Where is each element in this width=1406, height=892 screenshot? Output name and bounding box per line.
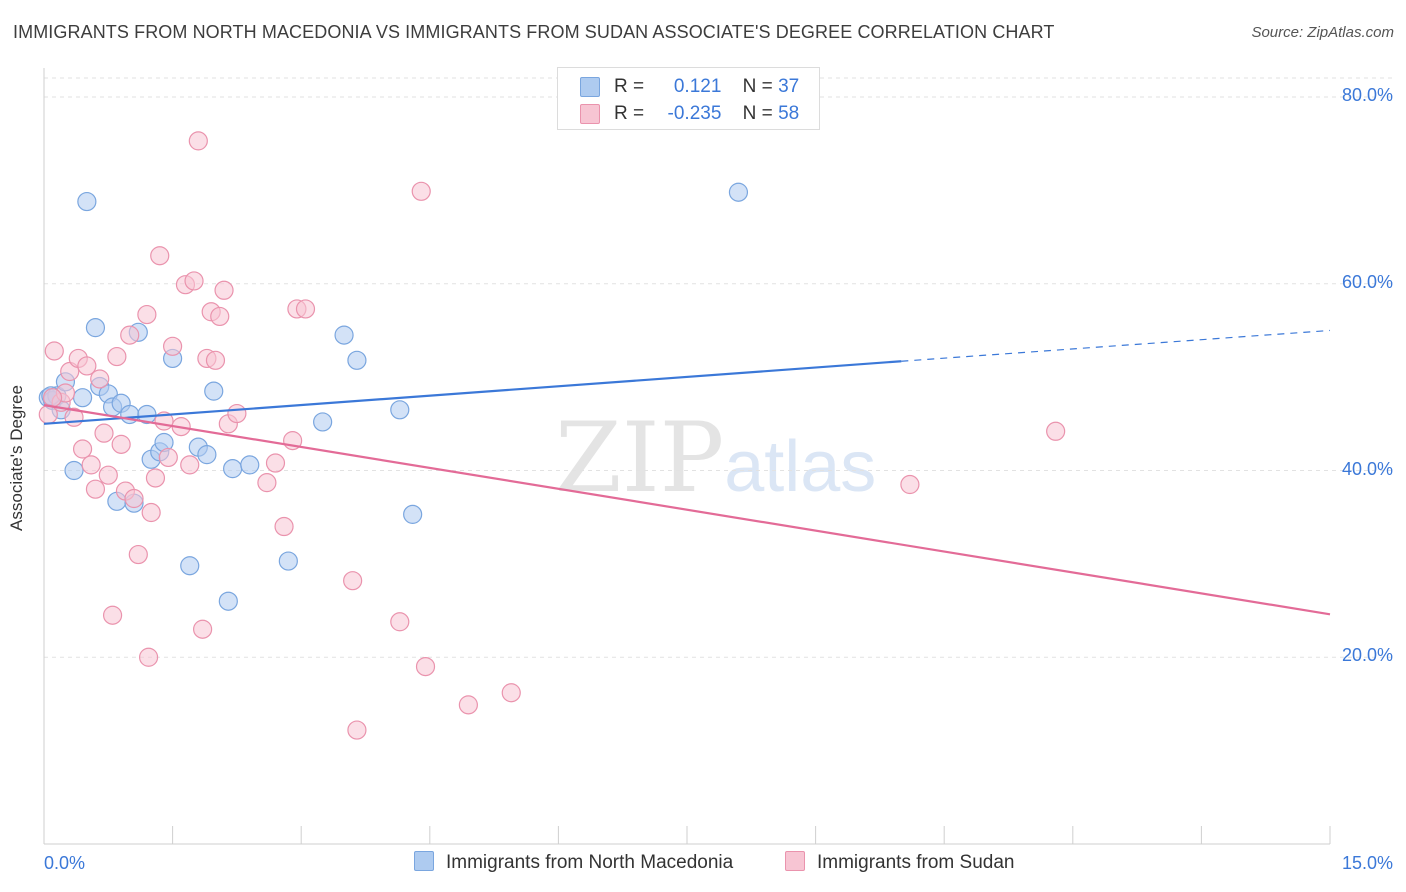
- legend-swatch-pink: [580, 104, 600, 124]
- series-swatch-blue: [414, 851, 434, 871]
- point-north-macedonia: [313, 412, 333, 432]
- y-axis-label: Associate's Degree: [7, 385, 26, 531]
- legend-n-label: N =: [742, 103, 773, 124]
- point-sudan: [163, 336, 183, 356]
- point-sudan: [458, 695, 478, 715]
- point-north-macedonia: [728, 182, 749, 202]
- point-sudan: [138, 647, 159, 667]
- point-north-macedonia: [180, 556, 200, 576]
- point-sudan: [227, 403, 247, 424]
- point-north-macedonia: [223, 459, 243, 479]
- y-tick-label: 20.0%: [1341, 645, 1393, 666]
- point-sudan: [274, 516, 294, 537]
- point-sudan: [210, 306, 230, 327]
- point-sudan: [85, 479, 106, 499]
- series-legend-north-macedonia: Immigrants from North Macedonia: [414, 851, 733, 874]
- legend-r-value: 0.121: [673, 76, 722, 97]
- trend-lines: [43, 329, 1331, 616]
- point-sudan: [44, 341, 64, 361]
- point-north-macedonia: [77, 191, 97, 212]
- series-swatch-pink: [785, 851, 805, 871]
- point-north-macedonia: [390, 400, 410, 420]
- point-sudan: [102, 605, 123, 625]
- point-sudan: [137, 304, 157, 325]
- point-north-macedonia: [334, 325, 354, 345]
- point-sudan: [214, 280, 234, 300]
- point-sudan: [81, 455, 101, 475]
- point-sudan: [265, 453, 286, 473]
- trend-line-north-macedonia-projection: [901, 329, 1331, 362]
- point-sudan: [343, 571, 363, 591]
- point-sudan: [120, 325, 140, 345]
- point-sudan: [205, 350, 226, 370]
- point-sudan: [1046, 421, 1066, 441]
- legend-r-label: R =: [614, 103, 645, 124]
- point-sudan: [77, 356, 97, 376]
- y-tick-label: 40.0%: [1341, 458, 1393, 479]
- data-points: [38, 131, 1066, 740]
- point-sudan: [900, 474, 920, 495]
- x-tick-label-min: 0.0%: [44, 853, 86, 873]
- point-sudan: [347, 720, 367, 740]
- point-sudan: [184, 271, 204, 291]
- point-sudan: [501, 683, 521, 703]
- legend-r-label: R =: [614, 76, 645, 97]
- series-name-north-macedonia: Immigrants from North Macedonia: [446, 852, 734, 873]
- chart-title: IMMIGRANTS FROM NORTH MACEDONIA VS IMMIG…: [13, 22, 1055, 42]
- point-sudan: [128, 544, 148, 565]
- point-north-macedonia: [218, 591, 238, 611]
- point-sudan: [145, 468, 166, 488]
- point-sudan: [390, 612, 410, 632]
- legend-swatch-blue: [580, 77, 600, 97]
- source-credit: Source: ZipAtlas.com: [1251, 24, 1394, 41]
- point-sudan: [94, 423, 114, 443]
- point-north-macedonia: [197, 445, 217, 465]
- series-name-sudan: Immigrants from Sudan: [817, 852, 1015, 873]
- point-sudan: [124, 488, 144, 509]
- watermark-atlas: atlas: [724, 427, 877, 507]
- point-north-macedonia: [204, 381, 224, 401]
- point-sudan: [111, 434, 131, 454]
- watermark: ZIPatlas: [555, 402, 876, 514]
- grid-lines: [44, 77, 1392, 658]
- series-legend-sudan: Immigrants from Sudan: [785, 851, 1014, 874]
- legend-n-value: 37: [778, 76, 800, 97]
- point-sudan: [150, 246, 170, 266]
- point-north-macedonia: [240, 455, 260, 475]
- point-north-macedonia: [137, 404, 157, 425]
- y-tick-label: 80.0%: [1341, 85, 1393, 105]
- point-sudan: [257, 473, 277, 493]
- axes: [43, 68, 1331, 845]
- point-sudan: [295, 299, 316, 319]
- point-north-macedonia: [278, 551, 298, 571]
- point-north-macedonia: [347, 350, 367, 370]
- point-sudan: [107, 346, 127, 367]
- point-sudan: [188, 131, 208, 151]
- legend-n-label: N =: [742, 76, 773, 97]
- point-sudan: [180, 455, 200, 475]
- trend-line-sudan: [43, 404, 1331, 616]
- watermark-zip: ZIP: [555, 402, 725, 514]
- correlation-legend: R = 0.121 N = 37 R = -0.235 N = 58: [557, 67, 820, 130]
- point-north-macedonia: [85, 318, 106, 338]
- point-sudan: [411, 181, 431, 201]
- point-sudan: [90, 369, 110, 389]
- point-north-macedonia: [403, 504, 423, 524]
- legend-r-value: -0.235: [667, 103, 722, 124]
- point-north-macedonia: [72, 388, 93, 408]
- point-sudan: [141, 502, 161, 523]
- point-sudan: [415, 656, 436, 677]
- trend-line-north-macedonia: [43, 360, 902, 425]
- y-tick-label: 60.0%: [1341, 271, 1393, 292]
- point-sudan: [158, 447, 178, 468]
- point-sudan: [42, 388, 63, 408]
- point-sudan: [98, 465, 118, 485]
- point-sudan: [72, 439, 93, 459]
- legend-n-value: 58: [778, 103, 800, 124]
- point-north-macedonia: [64, 460, 84, 481]
- x-tick-label-max: 15.0%: [1341, 853, 1393, 873]
- point-sudan: [193, 619, 213, 639]
